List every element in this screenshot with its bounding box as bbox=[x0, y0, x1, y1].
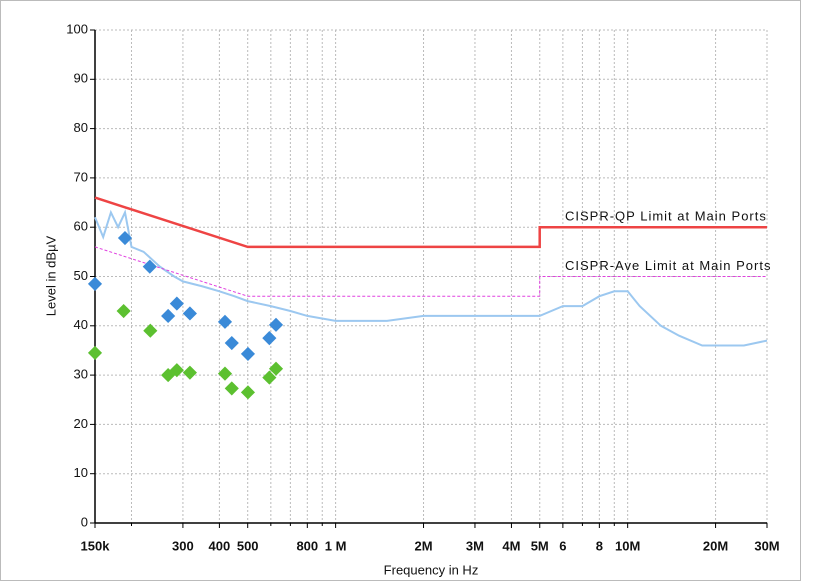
diamond-marker bbox=[217, 314, 233, 329]
x-tick-label: 4M bbox=[502, 538, 520, 553]
y-tick-label: 0 bbox=[81, 514, 88, 529]
y-tick-label: 40 bbox=[74, 317, 88, 332]
diamond-marker bbox=[217, 366, 233, 381]
y-tick-label: 30 bbox=[74, 367, 88, 382]
x-tick-label: 2M bbox=[414, 538, 432, 553]
diamond-marker bbox=[240, 346, 256, 361]
y-tick-label: 80 bbox=[74, 120, 88, 135]
diamond-marker bbox=[262, 370, 277, 385]
x-tick-label: 300 bbox=[172, 538, 194, 553]
y-tick-label: 10 bbox=[74, 465, 88, 480]
y-tick-label: 70 bbox=[74, 169, 88, 184]
y-tick-label: 50 bbox=[74, 268, 88, 283]
diamond-marker bbox=[161, 308, 176, 324]
diamond-marker bbox=[143, 323, 158, 338]
y-tick-label: 20 bbox=[74, 416, 88, 431]
x-tick-label: 6 bbox=[559, 538, 566, 553]
diamond-marker bbox=[268, 317, 284, 332]
y-tick-label: 100 bbox=[66, 21, 88, 36]
frame bbox=[0, 0, 801, 581]
diamond-marker bbox=[169, 363, 184, 378]
series-line bbox=[94, 209, 768, 347]
diamond-marker bbox=[169, 296, 184, 311]
x-tick-label: 10M bbox=[615, 538, 640, 553]
diamond-marker bbox=[182, 306, 197, 321]
line-label: CISPR-QP Limit at Main Ports bbox=[565, 209, 767, 224]
diamond-marker bbox=[87, 345, 103, 360]
diamond-marker bbox=[240, 385, 256, 400]
diamond-marker bbox=[116, 303, 131, 319]
x-tick-label: 30M bbox=[754, 538, 779, 553]
y-tick-label: 60 bbox=[74, 219, 88, 234]
x-tick-label: 1 M bbox=[325, 538, 347, 553]
x-tick-label: 8 bbox=[596, 538, 603, 553]
x-tick-label: 3M bbox=[466, 538, 484, 553]
diamond-marker bbox=[262, 331, 277, 346]
series-line bbox=[94, 246, 767, 297]
y-tick-label: 90 bbox=[74, 71, 88, 86]
y-axis-label: Level in dBµV bbox=[43, 235, 58, 316]
diamond-marker bbox=[182, 365, 197, 380]
diamond-marker bbox=[224, 335, 239, 351]
diamond-marker bbox=[87, 276, 103, 291]
series-line bbox=[94, 196, 767, 249]
diamond-marker bbox=[224, 381, 239, 396]
x-tick-label: 500 bbox=[237, 538, 259, 553]
x-tick-label: 800 bbox=[296, 538, 318, 553]
diamond-marker bbox=[268, 361, 284, 376]
x-tick-label: 20M bbox=[703, 538, 728, 553]
x-tick-label: 400 bbox=[209, 538, 231, 553]
line-label: CISPR-Ave Limit at Main Ports bbox=[565, 258, 771, 273]
x-axis-label: Frequency in Hz bbox=[384, 562, 479, 577]
diamond-marker bbox=[142, 259, 157, 274]
x-tick-label: 150k bbox=[81, 538, 111, 553]
x-tick-label: 5M bbox=[531, 538, 549, 553]
